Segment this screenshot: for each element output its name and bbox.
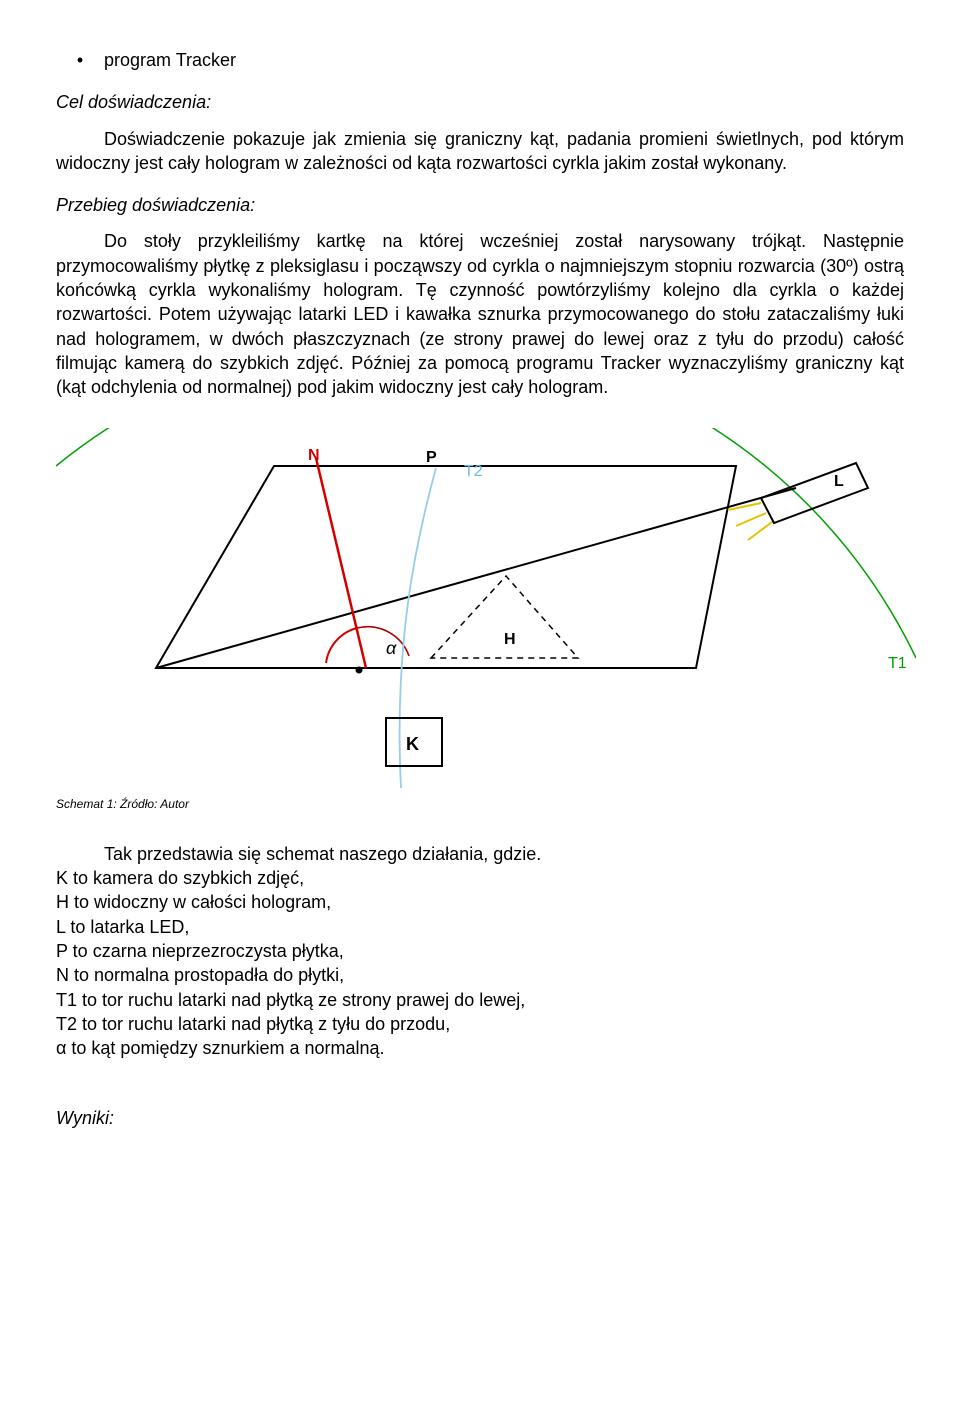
- section-head-przebieg: Przebieg doświadczenia:: [56, 193, 904, 217]
- svg-text:L: L: [834, 473, 844, 490]
- legend-K: K to kamera do szybkich zdjęć,: [56, 866, 904, 890]
- legend-block: Tak przedstawia się schemat naszego dzia…: [56, 842, 904, 1061]
- experiment-diagram: N P T2 L Hα T1 K: [56, 428, 916, 788]
- legend-intro: Tak przedstawia się schemat naszego dzia…: [56, 842, 904, 866]
- svg-text:N: N: [308, 447, 320, 464]
- diagram-container: N P T2 L Hα T1 K: [56, 428, 904, 788]
- svg-text:α: α: [386, 638, 397, 658]
- legend-alpha: α to kąt pomiędzy sznurkiem a normalną.: [56, 1036, 904, 1060]
- paragraph-cel: Doświadczenie pokazuje jak zmienia się g…: [56, 127, 904, 176]
- legend-T1: T1 to tor ruchu latarki nad płytką ze st…: [56, 988, 904, 1012]
- svg-text:H: H: [504, 631, 516, 648]
- section-head-wyniki: Wyniki:: [56, 1106, 904, 1130]
- legend-N: N to normalna prostopadła do płytki,: [56, 963, 904, 987]
- svg-text:T2: T2: [464, 463, 483, 480]
- svg-text:K: K: [406, 734, 419, 754]
- legend-H: H to widoczny w całości hologram,: [56, 890, 904, 914]
- legend-P: P to czarna nieprzezroczysta płytka,: [56, 939, 904, 963]
- diagram-caption: Schemat 1: Źródło: Autor: [56, 796, 904, 812]
- legend-T2: T2 to tor ruchu latarki nad płytką z tył…: [56, 1012, 904, 1036]
- section-head-cel: Cel doświadczenia:: [56, 90, 904, 114]
- svg-text:P: P: [426, 449, 437, 466]
- legend-L: L to latarka LED,: [56, 915, 904, 939]
- paragraph-przebieg: Do stoły przykleiliśmy kartkę na której …: [56, 229, 904, 399]
- bullet-dot: •: [56, 48, 104, 72]
- svg-text:T1: T1: [888, 655, 907, 672]
- bullet-item: • program Tracker: [56, 48, 904, 72]
- bullet-text: program Tracker: [104, 48, 236, 72]
